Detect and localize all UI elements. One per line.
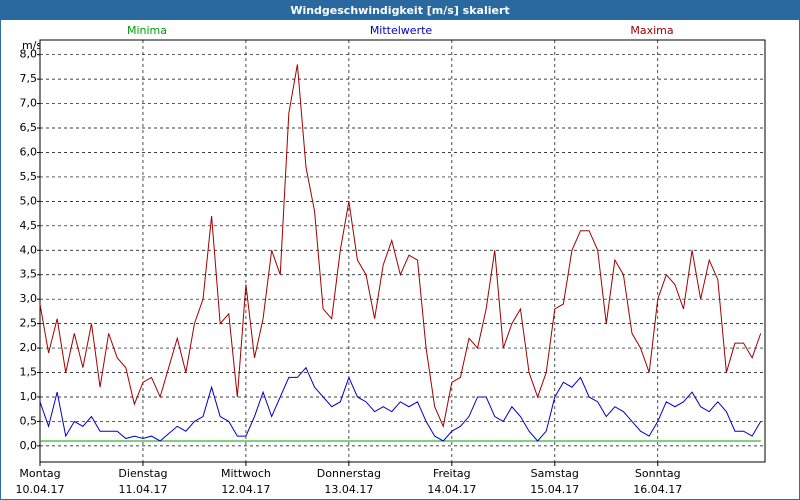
y-tick-label: 4,5 <box>20 219 38 232</box>
x-tick-label: Freitag <box>433 467 471 480</box>
x-tick-date: 12.04.17 <box>221 483 270 496</box>
y-tick-label: 3,5 <box>20 268 38 281</box>
y-tick-label: 2,5 <box>20 317 38 330</box>
legend-label: Minima <box>127 24 167 37</box>
y-tick-label: 6,0 <box>20 145 38 158</box>
y-tick-label: 6,5 <box>20 121 38 134</box>
x-tick-date: 11.04.17 <box>118 483 167 496</box>
legend-label: Maxima <box>630 24 673 37</box>
x-tick-date: 10.04.17 <box>16 483 65 496</box>
x-tick-date: 14.04.17 <box>427 483 476 496</box>
x-tick-date: 16.04.17 <box>633 483 682 496</box>
y-tick-label: 0,0 <box>20 439 38 452</box>
x-tick-label: Donnerstag <box>317 467 381 480</box>
chart-title: Windgeschwindigkeit [m/s] skaliert <box>290 4 509 17</box>
y-tick-label: 8,0 <box>20 48 38 61</box>
y-axis-label: m/s <box>22 39 42 52</box>
x-tick-label: Montag <box>19 467 60 480</box>
x-tick-label: Samstag <box>531 467 579 480</box>
y-tick-label: 1,0 <box>20 390 38 403</box>
x-tick-label: Dienstag <box>118 467 167 480</box>
y-tick-label: 5,0 <box>20 194 38 207</box>
title-bar <box>0 0 800 20</box>
x-tick-label: Sonntag <box>635 467 681 480</box>
series-line <box>39 64 762 428</box>
y-tick-label: 0,5 <box>20 414 38 427</box>
y-tick-label: 7,5 <box>20 72 38 85</box>
x-tick-date: 13.04.17 <box>324 483 373 496</box>
legend-label: Mittelwerte <box>370 24 433 37</box>
x-tick-date: 15.04.17 <box>530 483 579 496</box>
y-tick-label: 7,0 <box>20 97 38 110</box>
y-tick-label: 3,0 <box>20 292 38 305</box>
y-tick-label: 2,0 <box>20 341 38 354</box>
series-line <box>39 366 762 442</box>
y-tick-label: 1,5 <box>20 366 38 379</box>
x-tick-label: Mittwoch <box>221 467 271 480</box>
y-tick-label: 4,0 <box>20 243 38 256</box>
y-tick-label: 5,5 <box>20 170 38 183</box>
plot-area <box>39 39 766 463</box>
